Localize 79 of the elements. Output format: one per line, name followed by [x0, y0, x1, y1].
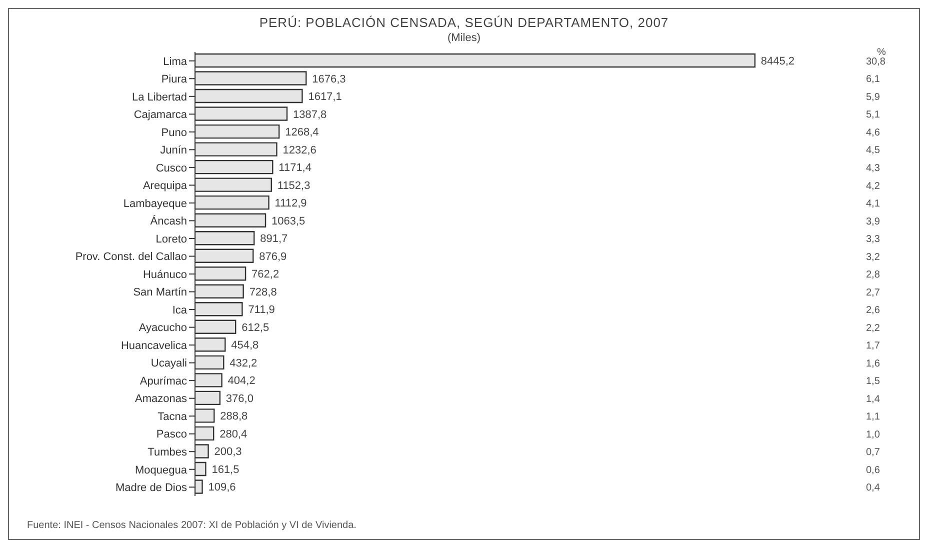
text: 4,1 [866, 198, 880, 210]
data-label: 161,5 [212, 464, 240, 476]
data-label: 1171,4 [278, 162, 312, 174]
data-label: 1387,8 [293, 108, 327, 121]
y-tick-label: Huánuco [142, 268, 187, 281]
y-tick-label: Prov. Const. del Callao [75, 251, 187, 264]
text: 2,8 [866, 270, 880, 281]
data-label: 1232,6 [282, 144, 316, 156]
y-tick-label: Tacna [158, 410, 188, 423]
data-label: 1676,3 [312, 73, 346, 86]
y-tick-label: San Martín [133, 286, 187, 299]
text: 4,6 [866, 127, 880, 138]
data-label: 376,0 [226, 392, 254, 405]
data-label: 404,2 [228, 375, 256, 388]
text: 2,7 [866, 287, 880, 298]
y-tick-label: Áncash [150, 214, 187, 228]
data-label: 1112,9 [274, 198, 307, 210]
text: 1,4 [866, 394, 880, 405]
y-tick-label: Piura [161, 74, 188, 86]
y-tick-label: Ayacucho [138, 322, 187, 334]
y-tick-label: Tumbes [148, 446, 188, 459]
data-label: 876,9 [259, 250, 287, 263]
text: 3,9 [866, 216, 880, 228]
text: 1,5 [866, 376, 880, 388]
text: 6,1 [866, 74, 880, 86]
text: 2,6 [866, 305, 880, 316]
data-label: 288,8 [220, 410, 248, 423]
y-tick-label: Moquegua [135, 464, 188, 476]
text: 3,3 [866, 234, 880, 246]
data-label: 1268,4 [285, 126, 319, 139]
y-tick-label: Apurímac [140, 375, 188, 388]
y-tick-label: Loreto [156, 233, 187, 246]
text: 5,1 [866, 110, 880, 121]
data-label: 728,8 [249, 286, 277, 298]
y-tick-label: Cusco [156, 162, 187, 174]
y-tick-label: Amazonas [135, 393, 188, 406]
y-tick-label: Ucayali [150, 358, 187, 370]
data-label: 432,2 [230, 357, 258, 370]
data-label: 200,3 [214, 446, 242, 458]
chart-subtitle: (Miles) [446, 32, 482, 44]
data-label: 280,4 [220, 428, 248, 440]
data-label: 454,8 [231, 340, 259, 352]
data-label: 1617,1 [308, 91, 342, 104]
data-label: 1063,5 [272, 215, 306, 228]
text: 4,5 [866, 145, 880, 156]
text: % [877, 47, 886, 58]
y-tick-label: Cajamarca [134, 109, 188, 122]
y-tick-label: Junín [160, 144, 187, 157]
text: 5,9 [866, 92, 880, 103]
y-tick-label: Lambayeque [123, 198, 187, 210]
data-label: 1152,3 [277, 180, 310, 192]
text: 0,7 [866, 447, 880, 458]
data-label: 891,7 [260, 233, 288, 246]
text: 1,0 [866, 429, 880, 440]
y-tick-label: Arequipa [142, 180, 188, 192]
data-label: 612,5 [242, 322, 270, 334]
y-tick-label: Pasco [156, 428, 187, 441]
source-note: Fuente: INEI - Censos Nacionales 2007: XI de Población y VI de Vivienda. [27, 520, 356, 531]
text: 2,2 [866, 322, 880, 334]
text: 4,3 [866, 162, 880, 174]
y-tick-label: La Libertad [132, 91, 187, 104]
data-label: 762,2 [252, 268, 280, 281]
text: 4,2 [866, 180, 880, 192]
chart-title: PERÚ: POBLACIÓN CENSADA, SEGÚN DEPARTAMENTO, 2007 [258, 15, 670, 30]
text: 0,6 [866, 464, 880, 476]
y-tick-label: Lima [163, 56, 188, 68]
data-label: 8445,2 [760, 56, 795, 68]
text: 1,1 [866, 412, 880, 423]
text: 1,7 [866, 340, 880, 352]
text: 1,6 [866, 358, 880, 370]
y-tick-label: Huancavelica [120, 340, 188, 352]
data-label: 711,9 [248, 304, 275, 316]
text: 30,8 [866, 56, 886, 68]
y-tick-label: Puno [161, 126, 187, 139]
y-tick-label: Madre de Dios [115, 482, 188, 494]
data-label: 109,6 [208, 482, 236, 494]
text: 3,2 [866, 252, 880, 263]
text: 0,4 [866, 482, 880, 494]
y-tick-label: Ica [172, 304, 188, 316]
